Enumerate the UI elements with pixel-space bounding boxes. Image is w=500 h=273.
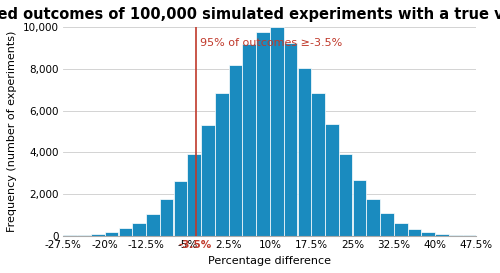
Bar: [160, 199, 173, 236]
Bar: [132, 223, 146, 236]
Bar: [188, 154, 201, 236]
Bar: [77, 235, 91, 236]
Bar: [408, 229, 422, 236]
Bar: [422, 232, 435, 236]
Text: 95% of outcomes ≥-3.5%: 95% of outcomes ≥-3.5%: [200, 38, 342, 48]
Bar: [201, 125, 215, 236]
Title: Observed outcomes of 100,000 simulated experiments with a true value of 10%: Observed outcomes of 100,000 simulated e…: [0, 7, 500, 22]
Bar: [284, 43, 298, 236]
Bar: [228, 65, 242, 236]
Bar: [256, 32, 270, 236]
Bar: [366, 199, 380, 236]
Bar: [215, 93, 228, 236]
Bar: [463, 235, 476, 236]
Bar: [174, 181, 187, 236]
Bar: [352, 180, 366, 236]
Bar: [325, 124, 338, 236]
Bar: [339, 154, 352, 236]
Bar: [312, 93, 325, 236]
Bar: [449, 235, 462, 236]
Y-axis label: Frequency (number of experiments): Frequency (number of experiments): [7, 31, 17, 232]
X-axis label: Percentage difference: Percentage difference: [208, 256, 332, 266]
Bar: [380, 213, 394, 236]
Bar: [104, 232, 118, 236]
Bar: [146, 214, 160, 236]
Bar: [91, 234, 104, 236]
Bar: [298, 68, 311, 236]
Bar: [118, 229, 132, 236]
Bar: [435, 234, 449, 236]
Bar: [394, 223, 407, 236]
Bar: [270, 27, 283, 236]
Bar: [242, 44, 256, 236]
